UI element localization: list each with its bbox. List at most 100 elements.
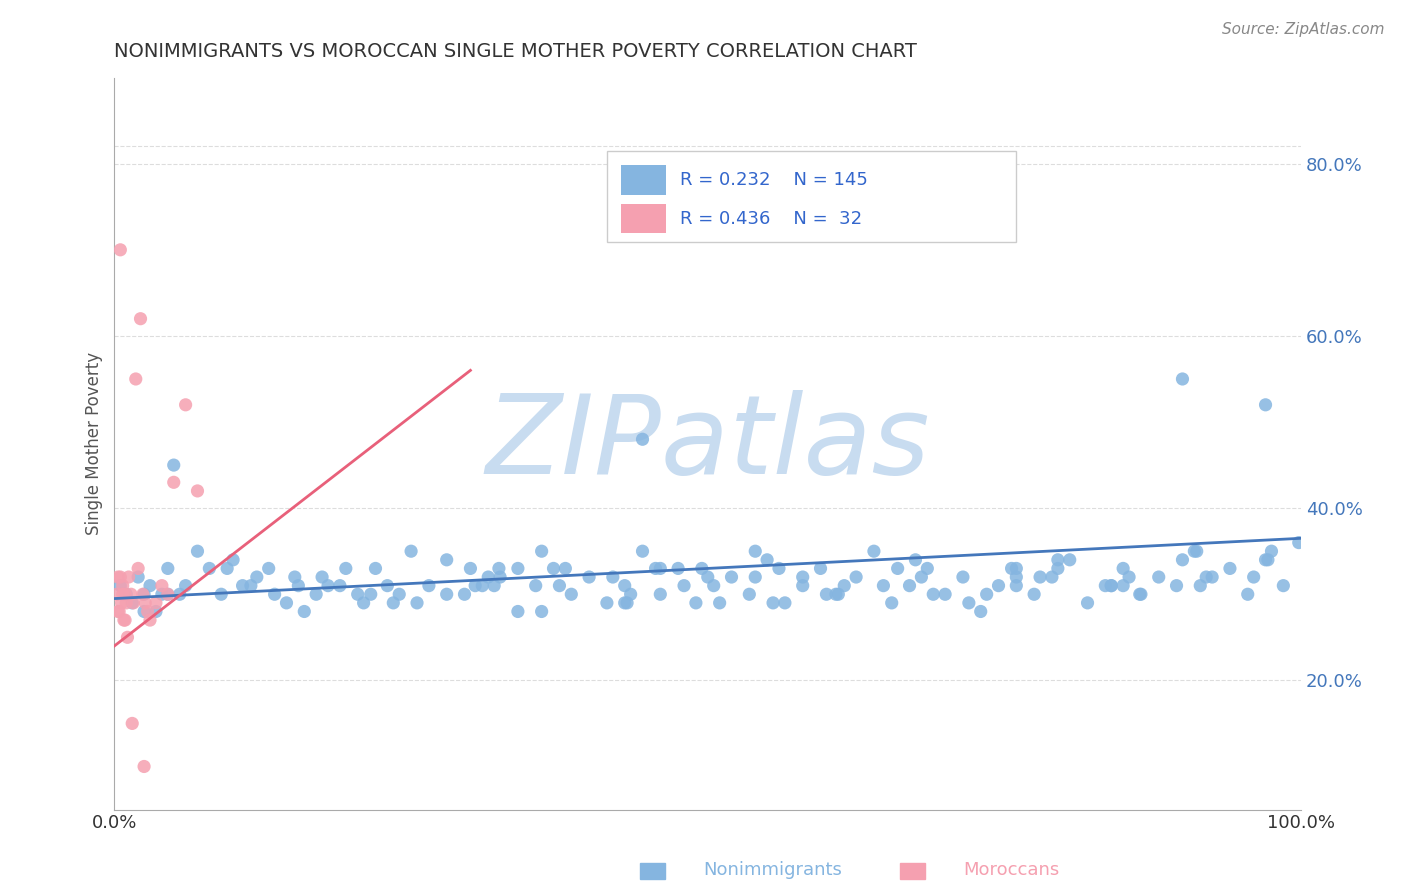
Point [117,630,139,644]
Point [388,587,411,601]
Point [773,596,796,610]
Point [118,570,141,584]
Point [121,596,143,610]
Point [209,587,232,601]
Point [222,553,245,567]
FancyBboxPatch shape [607,151,1017,243]
Y-axis label: Single Mother Poverty: Single Mother Poverty [86,352,103,535]
Point [108,605,131,619]
Point [1005,561,1028,575]
Point [934,587,956,601]
Point [825,587,848,601]
Point [703,579,725,593]
Point [827,587,849,601]
Point [246,570,269,584]
Point [156,587,179,601]
Point [554,561,576,575]
Point [644,561,666,575]
Point [112,613,135,627]
Point [150,587,173,601]
Point [174,398,197,412]
Point [696,570,718,584]
Point [1024,587,1046,601]
Point [1046,561,1069,575]
Point [506,605,529,619]
Point [115,596,138,610]
Point [506,561,529,575]
Point [107,605,129,619]
Point [952,570,974,584]
Point [111,587,134,601]
Point [316,579,339,593]
Point [132,605,155,619]
Point [1099,579,1122,593]
Point [145,596,167,610]
Point [292,605,315,619]
Point [744,544,766,558]
Point [957,596,980,610]
Point [1112,579,1135,593]
Point [1005,570,1028,584]
Point [276,596,298,610]
Point [1129,587,1152,601]
Point [1046,553,1069,567]
Point [530,544,553,558]
Point [1243,570,1265,584]
Point [488,561,510,575]
Point [1076,596,1098,610]
Point [399,544,422,558]
Point [1029,570,1052,584]
Point [530,605,553,619]
Point [471,579,494,593]
Point [1272,579,1295,593]
Point [120,587,142,601]
Point [127,570,149,584]
Point [305,587,328,601]
Point [436,553,458,567]
Point [239,579,262,593]
Point [186,483,208,498]
Point [1195,570,1218,584]
Point [602,570,624,584]
Point [1112,561,1135,575]
Point [335,561,357,575]
Point [1171,553,1194,567]
Point [1182,544,1205,558]
Point [524,579,547,593]
Text: Nonimmigrants: Nonimmigrants [703,861,842,879]
Point [1118,570,1140,584]
Point [132,587,155,601]
Point [690,561,713,575]
Point [596,596,619,610]
Point [156,561,179,575]
Point [880,596,903,610]
Point [139,613,162,627]
Point [666,561,689,575]
Point [482,579,505,593]
Point [132,587,155,601]
Point [872,579,894,593]
Point [145,605,167,619]
Point [134,596,156,610]
Point [122,596,145,610]
Point [738,587,761,601]
Point [1257,553,1279,567]
Point [685,596,707,610]
Point [910,570,932,584]
Point [346,587,368,601]
Point [460,561,482,575]
Point [1166,579,1188,593]
Point [464,579,486,593]
Point [174,579,197,593]
Point [762,596,785,610]
Point [987,579,1010,593]
Point [121,716,143,731]
FancyBboxPatch shape [621,204,666,234]
Point [1000,561,1022,575]
Point [353,596,375,610]
Point [792,579,814,593]
Point [832,579,855,593]
Text: NONIMMIGRANTS VS MOROCCAN SINGLE MOTHER POVERTY CORRELATION CHART: NONIMMIGRANTS VS MOROCCAN SINGLE MOTHER … [114,42,917,61]
Point [613,596,636,610]
Point [111,579,134,593]
